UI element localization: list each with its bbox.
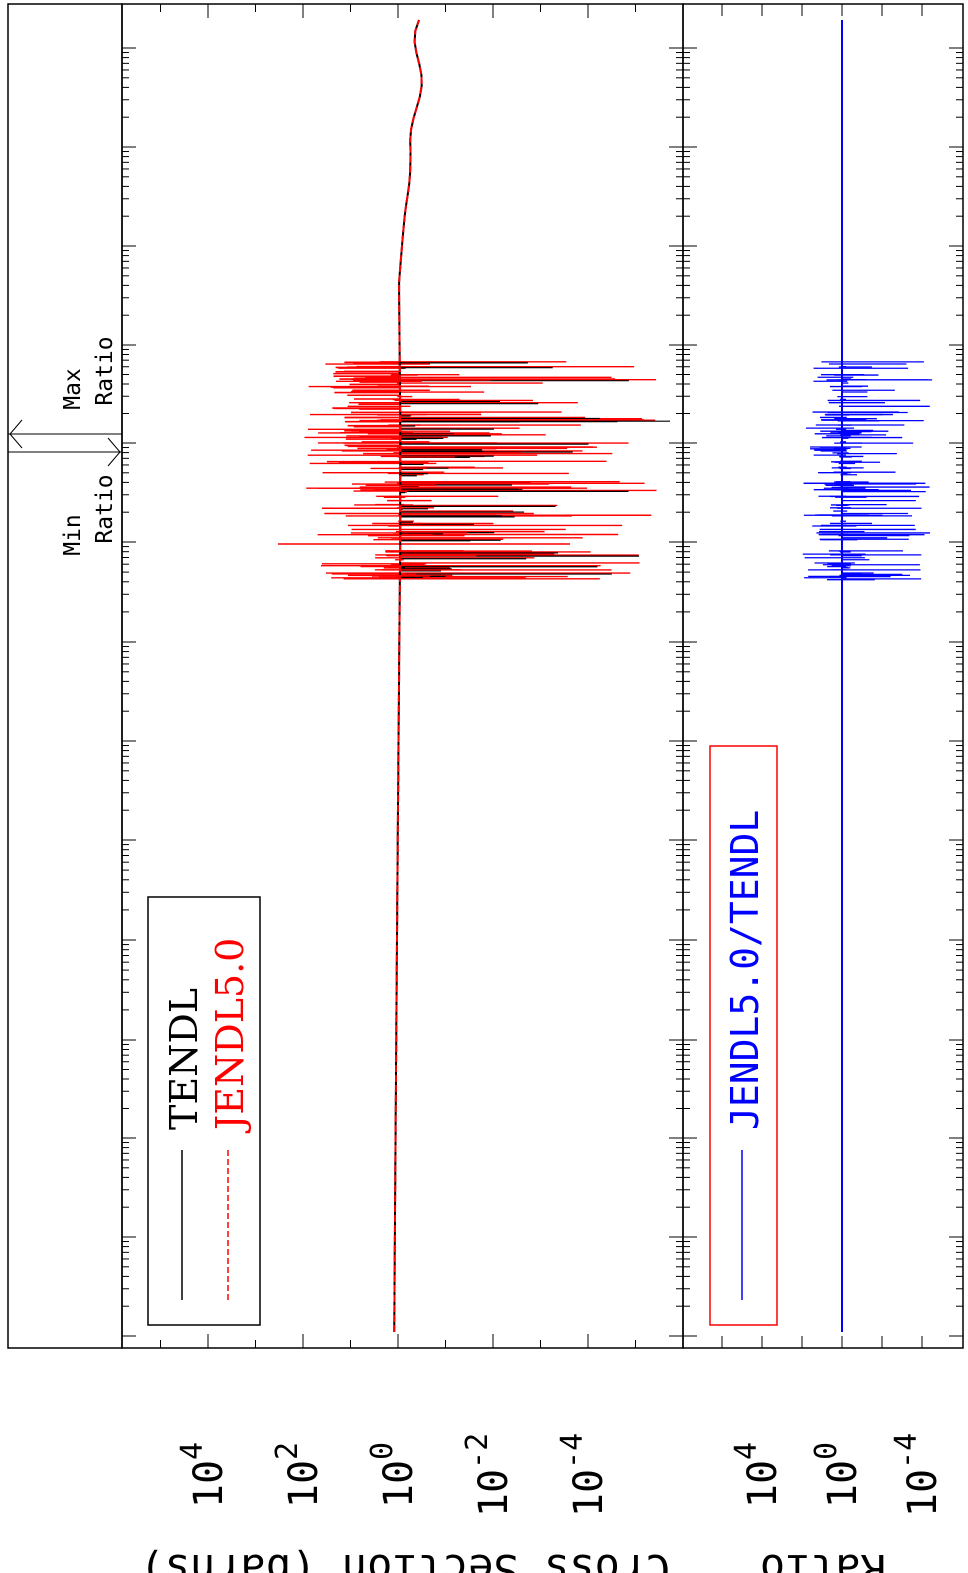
- y-axis-ticks: [160, 4, 923, 1348]
- cross-section-legend-box: [147, 896, 261, 1326]
- cross-section-y-tick-label: 100: [365, 1442, 422, 1508]
- legend-label-ratio: JENDL5.0/TENDL: [723, 810, 767, 1130]
- min-ratio-label-line1: Min: [60, 514, 86, 556]
- y-axis-title-ratio: Ratio: [760, 1545, 886, 1573]
- ratio-y-tick-label: 104: [729, 1442, 786, 1508]
- legend-label-jendl5.0: JENDL5.0: [208, 938, 252, 1134]
- y-tick-labels: 104 102 100 10-2 10-4 104 100 10-4: [175, 1433, 946, 1517]
- ratio-marker-panel-frame: [7, 3, 123, 1349]
- ratio-markers: Max Ratio Min Ratio: [8, 336, 122, 556]
- ratio-plot-frame: [682, 3, 964, 1349]
- cross-section-y-tick-label: 10-2: [460, 1433, 517, 1517]
- series-line-jendl5.0: [393, 19, 423, 1333]
- y-axis-title-cross-section: Cross Section (barns): [139, 1545, 670, 1573]
- ratio-y-tick-label: 100: [809, 1442, 866, 1508]
- ratio-y-tick-label: 10-4: [889, 1433, 946, 1517]
- cross-section-legend: TENDL JENDL5.0: [147, 896, 261, 1326]
- max-ratio-arrowhead: [9, 419, 23, 449]
- max-ratio-label-line2: Ratio: [92, 336, 118, 405]
- resonance-region: [278, 361, 933, 581]
- min-ratio-label-line2: Ratio: [92, 474, 118, 543]
- ratio-legend-box: [709, 745, 778, 1326]
- max-ratio-label-line1: Max: [60, 368, 86, 410]
- ratio-legend: JENDL5.0/TENDL: [709, 745, 778, 1326]
- cross-section-y-tick-label: 10-4: [555, 1433, 612, 1517]
- cross-section-y-tick-label: 102: [270, 1442, 327, 1508]
- cross-section-y-tick-label: 104: [175, 1442, 232, 1508]
- energy-axis-ticks: [122, 47, 963, 1337]
- min-ratio-arrowhead: [107, 437, 121, 467]
- legend-label-tendl: TENDL: [162, 988, 206, 1130]
